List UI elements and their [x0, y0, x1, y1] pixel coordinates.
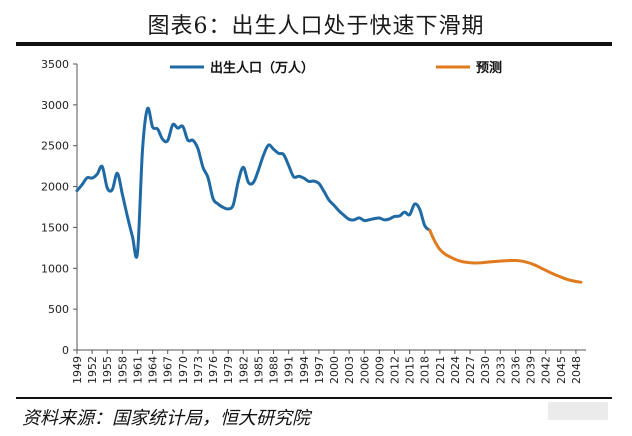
x-tick-label: 1967: [162, 356, 175, 384]
x-tick-label: 2012: [388, 356, 401, 384]
series-lines: [75, 106, 583, 284]
x-tick-label: 2042: [540, 356, 553, 384]
x-tick-label: 2039: [525, 356, 538, 384]
x-tick-label: 2021: [434, 356, 447, 384]
y-tick-label: 2500: [41, 140, 69, 153]
series-line-actual: [75, 106, 432, 259]
chart-axes: [76, 64, 586, 351]
source-note: 资料来源：国家统计局，恒大研究院: [22, 408, 310, 429]
x-tick-label: 2003: [343, 356, 356, 384]
chart-legend: 出生人口（万人） 预测: [170, 60, 502, 76]
x-tick-label: 2015: [404, 356, 417, 384]
y-tick-label: 0: [62, 344, 69, 357]
y-tick-label: 500: [48, 303, 69, 316]
footer-rule: [16, 397, 612, 399]
y-axis-ticks: 0 500 1000 1500 2000 2500 3000 3500: [41, 58, 77, 357]
x-tick-label: 1991: [283, 356, 296, 384]
legend-label: 出生人口（万人）: [210, 60, 314, 76]
x-tick-label: 1964: [147, 356, 160, 384]
x-tick-label: 1997: [313, 356, 326, 384]
legend-label: 预测: [476, 60, 502, 76]
x-tick-label: 1958: [116, 356, 129, 384]
x-tick-label: 2018: [419, 356, 432, 384]
x-tick-label: 1961: [131, 356, 144, 384]
x-tick-label: 1982: [237, 356, 250, 384]
y-tick-label: 1000: [41, 262, 69, 275]
series-line-forecast: [428, 228, 583, 284]
x-tick-label: 1955: [101, 356, 114, 384]
chart-title: 图表6：出生人口处于快速下滑期: [147, 14, 485, 39]
x-axis-ticks: 1949 1952 1955 1958 1961 1964 1967 1970 1973 1976…: [71, 350, 583, 384]
x-tick-label: 1979: [222, 356, 235, 384]
x-tick-label: 2024: [449, 356, 462, 384]
x-tick-label: 2006: [358, 356, 371, 384]
x-tick-label: 2000: [328, 356, 341, 384]
y-tick-label: 1500: [41, 221, 69, 234]
x-tick-label: 1949: [71, 356, 84, 384]
x-tick-label: 1976: [207, 356, 220, 384]
x-tick-label: 2030: [479, 356, 492, 384]
x-tick-label: 2048: [570, 356, 583, 384]
x-tick-label: 2027: [464, 356, 477, 384]
x-tick-label: 2045: [555, 356, 568, 384]
y-tick-label: 3000: [41, 99, 69, 112]
y-tick-label: 3500: [41, 58, 69, 71]
x-tick-label: 2033: [494, 356, 507, 384]
watermark-logo: [548, 402, 608, 420]
x-tick-label: 1973: [192, 356, 205, 384]
title-rule: [16, 42, 612, 46]
x-tick-label: 1994: [298, 356, 311, 384]
x-tick-label: 2036: [509, 356, 522, 384]
y-tick-label: 2000: [41, 181, 69, 194]
x-tick-label: 1988: [268, 356, 281, 384]
x-tick-label: 1952: [86, 356, 99, 384]
x-tick-label: 2009: [373, 356, 386, 384]
x-tick-label: 1985: [252, 356, 265, 384]
x-tick-label: 1970: [177, 356, 190, 384]
